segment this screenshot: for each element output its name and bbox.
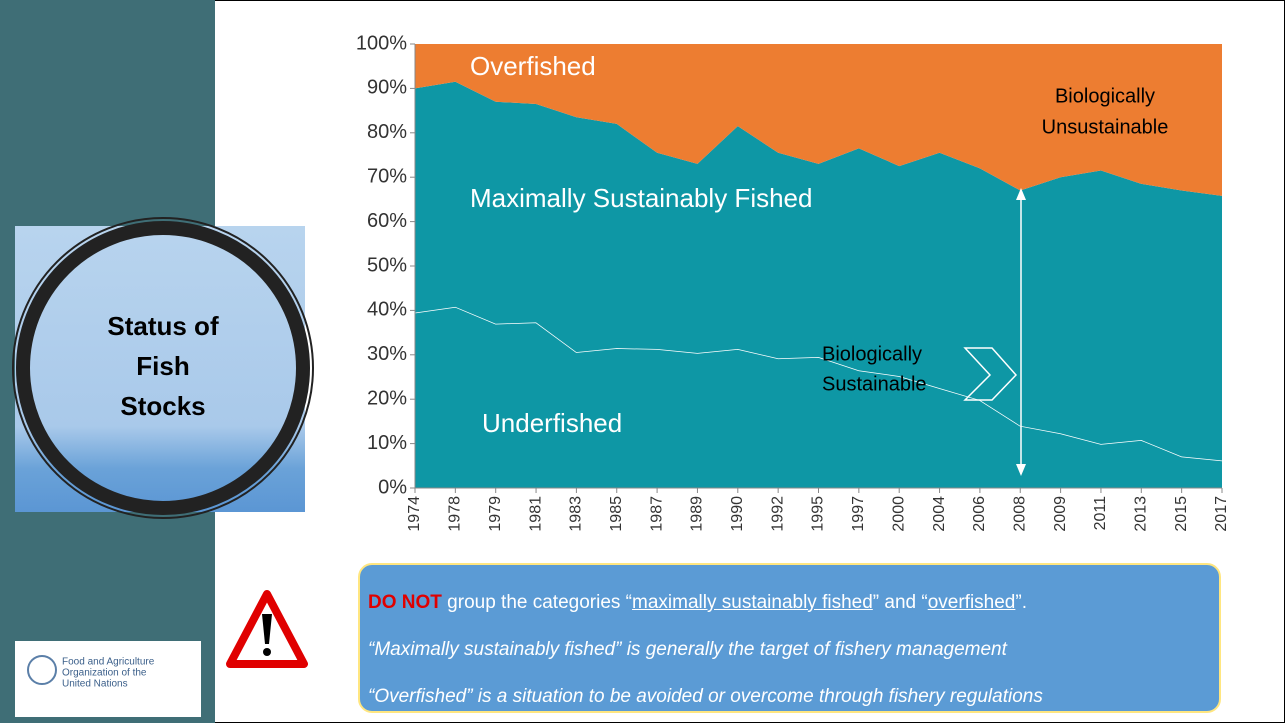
- annotation: Biologically: [1055, 85, 1155, 107]
- warning-dot: [263, 648, 271, 656]
- y-tick-label: 60%: [367, 210, 407, 232]
- y-tick-label: 80%: [367, 121, 407, 143]
- notice-emphasis: DO NOT: [368, 592, 442, 613]
- x-tick-label: 1990: [729, 496, 746, 532]
- notice-term: overfished: [927, 592, 1016, 613]
- x-tick-label: 1974: [406, 496, 423, 532]
- logo-text: Organization of the: [62, 668, 147, 679]
- x-tick-label: 1978: [447, 496, 464, 532]
- annotation: Unsustainable: [1042, 116, 1169, 138]
- series-label: Underfished: [482, 408, 622, 438]
- notice: DO NOT group the categories “maximally s…: [358, 563, 1221, 713]
- x-tick-label: 1995: [810, 496, 827, 532]
- notice-line: “Overfished” is a situation to be avoide…: [368, 686, 1043, 707]
- x-tick-label: 2011: [1092, 496, 1109, 531]
- x-tick-label: 2008: [1011, 496, 1028, 532]
- y-tick-label: 20%: [367, 387, 407, 409]
- y-tick-label: 30%: [367, 343, 407, 365]
- x-tick-label: 1987: [648, 496, 665, 532]
- x-tick-label: 2015: [1173, 496, 1190, 532]
- notice-text: group the categories “: [441, 592, 633, 613]
- annotation: Biologically: [822, 343, 922, 365]
- x-tick-label: 1985: [608, 496, 625, 532]
- notice-text: ” and “: [872, 592, 928, 613]
- x-tick-label: 1992: [769, 496, 786, 532]
- x-tick-label: 1979: [487, 496, 504, 532]
- y-tick-label: 70%: [367, 165, 407, 187]
- x-tick-label: 1997: [850, 496, 867, 532]
- annotation: Sustainable: [822, 373, 927, 395]
- area: [415, 44, 1222, 196]
- chevron: [963, 347, 1018, 401]
- ring: [16, 221, 310, 515]
- notice-text: ”.: [1015, 592, 1027, 613]
- series-label: Overfished: [470, 51, 596, 81]
- x-tick-label: 1981: [527, 496, 544, 532]
- side-title: Fish: [136, 351, 189, 381]
- x-tick-label: 2013: [1133, 496, 1150, 532]
- y-tick-label: 10%: [367, 432, 407, 454]
- x-tick-label: 2000: [890, 496, 907, 532]
- notice-term: maximally sustainably fished: [632, 592, 873, 613]
- series-label: Maximally Sustainably Fished: [470, 183, 812, 213]
- logo-text: Food and Agriculture: [62, 657, 155, 668]
- side-title: Status of: [107, 311, 219, 341]
- y-tick-label: 0%: [378, 476, 407, 498]
- logo-emblem: [27, 655, 57, 685]
- logo-text: United Nations: [62, 679, 128, 690]
- warning-mark: [262, 614, 272, 644]
- y-tick-label: 40%: [367, 299, 407, 321]
- x-tick-label: 2009: [1052, 496, 1069, 532]
- logo-box: [15, 641, 201, 717]
- y-tick-label: 90%: [367, 77, 407, 99]
- x-tick-label: 2004: [931, 496, 948, 532]
- notice-line: “Maximally sustainably fished” is genera…: [368, 639, 1007, 660]
- x-tick-label: 1983: [568, 496, 585, 532]
- ring-outer: [12, 217, 314, 519]
- x-tick-label: 1989: [689, 496, 706, 532]
- x-tick-label: 2017: [1213, 496, 1230, 532]
- y-tick-label: 100%: [356, 32, 407, 54]
- side-title: Stocks: [120, 391, 205, 421]
- y-tick-label: 50%: [367, 254, 407, 276]
- x-tick-label: 2006: [971, 496, 988, 532]
